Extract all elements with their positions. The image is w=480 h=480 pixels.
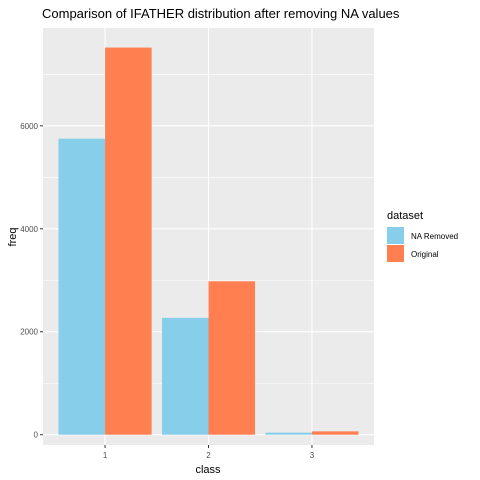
- bar-original-class-2: [208, 281, 256, 435]
- y-axis-title: freq: [7, 228, 19, 247]
- y-tick-label: 4000: [20, 225, 38, 234]
- bar-na-removed-class-3: [265, 432, 312, 435]
- legend-label-na-removed: NA Removed: [411, 232, 458, 241]
- bar-na-removed-class-1: [58, 138, 106, 435]
- legend-label-original: Original: [411, 250, 439, 259]
- y-axis: 0 2000 4000 6000: [20, 122, 43, 440]
- chart-title: Comparison of IFATHER distribution after…: [42, 6, 400, 21]
- bar-original-class-3: [311, 431, 359, 435]
- legend: dataset NA Removed Original: [387, 210, 458, 262]
- bar-na-removed-class-2: [161, 317, 209, 435]
- y-tick-label: 0: [34, 431, 39, 440]
- bars: [58, 47, 359, 435]
- y-tick-label: 6000: [20, 122, 38, 131]
- x-tick-label: 2: [206, 451, 211, 460]
- x-tick-label: 1: [103, 451, 108, 460]
- x-axis: 1 2 3: [103, 445, 315, 460]
- x-tick-label: 3: [310, 451, 315, 460]
- x-axis-title: class: [195, 464, 221, 476]
- y-tick-label: 2000: [20, 328, 38, 337]
- legend-title: dataset: [387, 210, 423, 222]
- legend-key-original: [387, 245, 404, 262]
- bar-original-class-1: [105, 47, 152, 435]
- legend-key-na-removed: [387, 227, 404, 244]
